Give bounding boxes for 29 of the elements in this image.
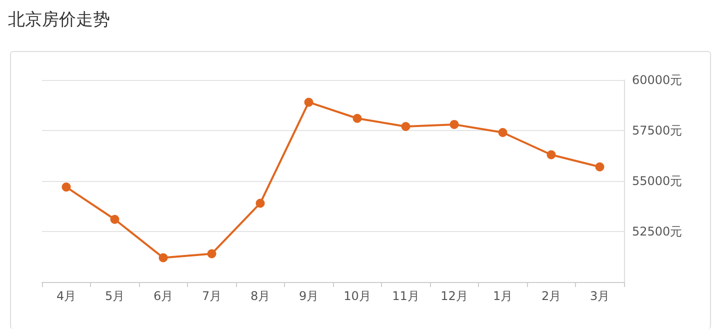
point	[304, 98, 314, 107]
point	[595, 162, 604, 172]
x-tick-label: 4月	[56, 289, 76, 303]
point	[62, 182, 71, 192]
y-tick-label: 52500元	[632, 224, 682, 238]
x-tick-label: 7月	[202, 289, 222, 303]
x-tick-label: 8月	[250, 289, 270, 303]
x-tick-label: 9月	[298, 289, 319, 303]
x-tick-label: 12月	[440, 289, 468, 303]
point	[110, 214, 120, 224]
y-tick-label: 57500元	[632, 124, 682, 138]
x-tick-label: 10月	[344, 289, 371, 303]
x-tick-label: 5月	[104, 289, 125, 303]
x-tick-label: 1月	[492, 289, 513, 303]
point	[498, 128, 508, 138]
point	[158, 253, 168, 262]
point	[401, 122, 410, 131]
point	[450, 120, 459, 129]
point	[352, 114, 362, 123]
y-tick-label: 60000元	[632, 73, 682, 87]
y-tick-label: 55000元	[632, 174, 682, 188]
point	[546, 150, 556, 160]
x-tick-label: 6月	[153, 289, 174, 303]
x-tick-label: 11月	[392, 289, 420, 303]
point	[256, 198, 265, 208]
x-tick-label: 2月	[541, 289, 562, 303]
point	[207, 249, 216, 258]
chart-title: 北京房价走势	[8, 9, 110, 31]
x-tick-label: 3月	[590, 289, 610, 303]
